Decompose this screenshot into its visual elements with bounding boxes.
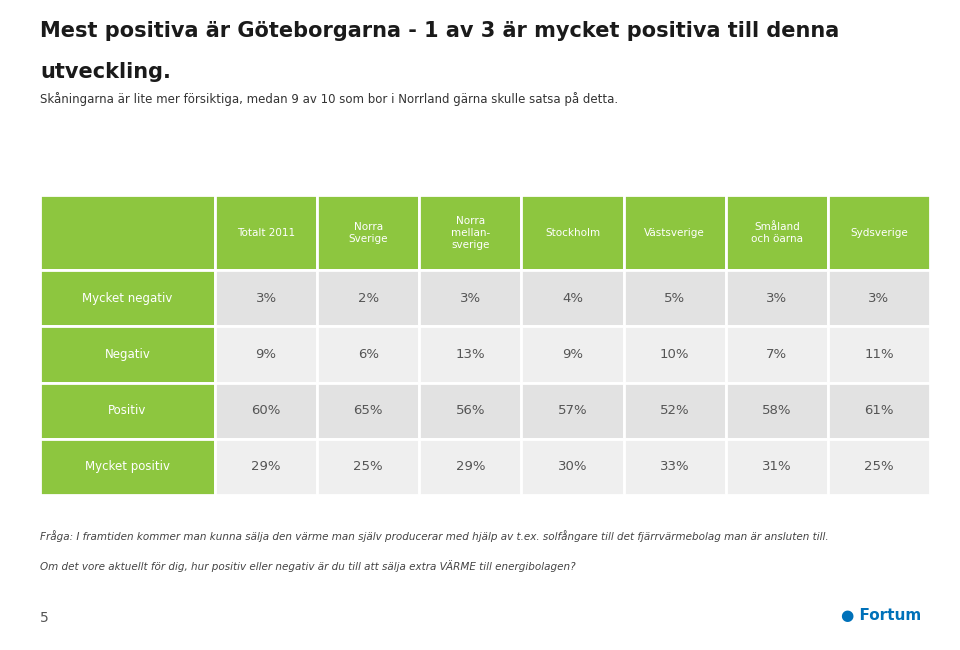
Bar (521, 382, 624, 439)
Text: Positiv: Positiv (108, 404, 147, 417)
Text: ● Fortum: ● Fortum (841, 608, 922, 623)
Text: 5: 5 (40, 611, 49, 625)
Text: 57%: 57% (558, 404, 588, 417)
Text: Fråga: I framtiden kommer man kunna sälja den värme man själv producerar med hjä: Fråga: I framtiden kommer man kunna sälj… (40, 530, 828, 542)
Bar (828, 439, 930, 495)
Text: 3%: 3% (869, 292, 890, 305)
Bar (624, 382, 726, 439)
Text: 65%: 65% (353, 404, 383, 417)
Bar (521, 326, 624, 382)
Bar (420, 195, 521, 270)
Text: 29%: 29% (252, 460, 281, 473)
Bar (624, 195, 726, 270)
Text: utveckling.: utveckling. (40, 62, 171, 82)
Bar (317, 270, 420, 326)
Bar (726, 195, 828, 270)
Text: Västsverige: Västsverige (644, 227, 705, 237)
Text: Mycket positiv: Mycket positiv (85, 460, 170, 473)
Text: Norra
Sverige: Norra Sverige (348, 222, 388, 244)
Text: 2%: 2% (358, 292, 379, 305)
Text: Negativ: Negativ (105, 348, 151, 361)
Bar (828, 382, 930, 439)
Text: 60%: 60% (252, 404, 280, 417)
Text: 3%: 3% (460, 292, 481, 305)
Text: 5%: 5% (664, 292, 685, 305)
Bar (420, 439, 521, 495)
Text: Sydsverige: Sydsverige (850, 227, 908, 237)
Bar (40, 195, 215, 270)
Bar (317, 326, 420, 382)
Bar (521, 270, 624, 326)
Text: 61%: 61% (864, 404, 894, 417)
Text: 4%: 4% (562, 292, 583, 305)
Text: Totalt 2011: Totalt 2011 (237, 227, 295, 237)
Text: 25%: 25% (353, 460, 383, 473)
Bar (726, 326, 828, 382)
Text: 3%: 3% (255, 292, 276, 305)
Text: 10%: 10% (660, 348, 689, 361)
Text: Stockholm: Stockholm (545, 227, 600, 237)
Text: 13%: 13% (456, 348, 485, 361)
Bar (317, 382, 420, 439)
Text: 9%: 9% (562, 348, 583, 361)
Bar (317, 439, 420, 495)
Bar (420, 326, 521, 382)
Text: 33%: 33% (660, 460, 689, 473)
Text: 29%: 29% (456, 460, 485, 473)
Text: Småland
och öarna: Småland och öarna (751, 222, 803, 244)
Text: Skåningarna är lite mer försiktiga, medan 9 av 10 som bor i Norrland gärna skull: Skåningarna är lite mer försiktiga, meda… (40, 92, 618, 106)
Text: Mycket negativ: Mycket negativ (83, 292, 173, 305)
Text: 9%: 9% (255, 348, 276, 361)
Bar (624, 270, 726, 326)
Bar (40, 270, 215, 326)
Bar (215, 439, 317, 495)
Bar (521, 195, 624, 270)
Bar (828, 326, 930, 382)
Text: 30%: 30% (558, 460, 588, 473)
Bar (215, 382, 317, 439)
Bar (40, 326, 215, 382)
Bar (828, 195, 930, 270)
Bar (215, 195, 317, 270)
Text: 7%: 7% (766, 348, 787, 361)
Bar (726, 270, 828, 326)
Bar (420, 270, 521, 326)
Bar (726, 382, 828, 439)
Text: 3%: 3% (766, 292, 787, 305)
Bar (521, 439, 624, 495)
Bar (215, 326, 317, 382)
Text: 6%: 6% (358, 348, 378, 361)
Bar (726, 439, 828, 495)
Text: 58%: 58% (762, 404, 792, 417)
Bar (624, 326, 726, 382)
Text: 25%: 25% (864, 460, 894, 473)
Bar (624, 439, 726, 495)
Text: Mest positiva är Göteborgarna - 1 av 3 är mycket positiva till denna: Mest positiva är Göteborgarna - 1 av 3 ä… (40, 21, 840, 41)
Text: Norra
mellan-
sverige: Norra mellan- sverige (451, 216, 490, 250)
Bar (40, 439, 215, 495)
Bar (40, 382, 215, 439)
Bar (317, 195, 420, 270)
Bar (215, 270, 317, 326)
Text: 52%: 52% (660, 404, 689, 417)
Text: 11%: 11% (864, 348, 894, 361)
Text: 56%: 56% (456, 404, 485, 417)
Text: Om det vore aktuellt för dig, hur positiv eller negativ är du till att sälja ext: Om det vore aktuellt för dig, hur positi… (40, 560, 576, 572)
Bar (420, 382, 521, 439)
Text: 31%: 31% (762, 460, 792, 473)
Bar (828, 270, 930, 326)
